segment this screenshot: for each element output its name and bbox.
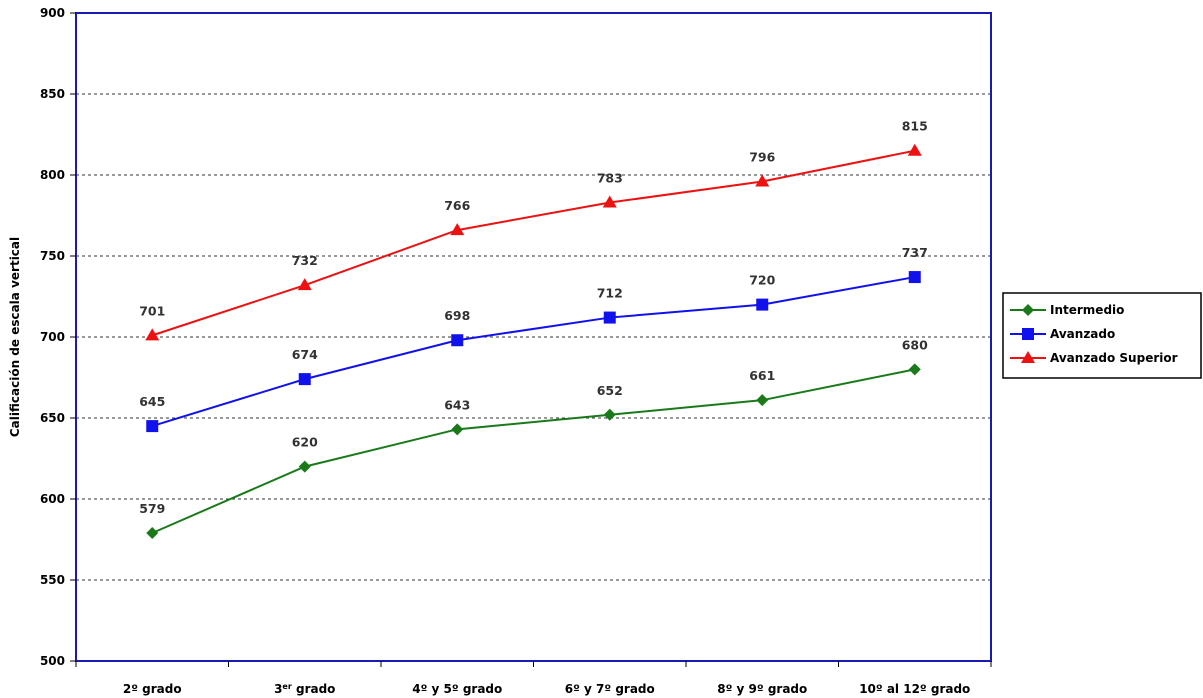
data-point-diamond	[603, 408, 616, 421]
data-point-square	[146, 420, 159, 433]
x-tick-label-text: 3	[274, 682, 282, 696]
y-axis: 500 550 600 650 700 750 800 850 900	[40, 6, 76, 668]
legend-item: Avanzado Superior	[1010, 351, 1178, 365]
data-point-square	[451, 334, 464, 347]
y-tick-label: 850	[40, 87, 65, 101]
x-tick-label-text: 6º y 7º grado	[565, 682, 655, 696]
data-label: 698	[444, 308, 470, 323]
y-tick-label: 550	[40, 573, 65, 587]
data-label: 796	[749, 149, 775, 164]
legend-label: Avanzado Superior	[1050, 351, 1178, 365]
x-tick-label: 3er grado	[274, 682, 335, 697]
y-tick-label: 700	[40, 330, 65, 344]
data-point-diamond	[298, 460, 311, 473]
series-2	[145, 143, 922, 341]
legend-item: Avanzado	[1010, 327, 1115, 341]
y-tick-label: 800	[40, 168, 65, 182]
series-1	[146, 271, 921, 433]
data-point-square	[908, 271, 921, 284]
data-point-diamond	[908, 363, 921, 376]
data-labels: 579 620 643 652 661 680 645 674 698 712 720 737 701 7…	[139, 119, 928, 516]
x-tick-label: 6º y 7º grado	[565, 682, 655, 696]
series-0	[146, 363, 921, 540]
legend: Intermedio Avanzado Avanzado Superior	[1002, 292, 1202, 379]
y-tick-label: 600	[40, 492, 65, 506]
data-point-square	[298, 373, 311, 386]
series-line	[151, 149, 915, 337]
data-point-triangle	[602, 195, 617, 208]
data-point-triangle	[450, 223, 465, 236]
data-label: 652	[597, 383, 623, 398]
data-point-triangle	[145, 328, 160, 341]
data-label: 720	[749, 273, 775, 288]
data-label: 712	[597, 286, 623, 301]
y-tick-label: 500	[40, 654, 65, 668]
data-label: 661	[749, 368, 775, 383]
data-label: 737	[902, 245, 928, 260]
data-point-diamond	[1022, 304, 1034, 316]
legend-box	[1002, 292, 1202, 379]
data-label: 579	[139, 501, 165, 516]
data-point-square	[603, 311, 616, 324]
x-tick-label-text: 10º al 12º grado	[859, 682, 970, 696]
data-label: 701	[139, 303, 165, 318]
legend-label: Intermedio	[1050, 303, 1124, 317]
x-tick-label-text: 4º y 5º grado	[412, 682, 502, 696]
series-line	[151, 368, 915, 534]
y-axis-title: Calificación de escala vertical	[8, 237, 22, 437]
x-tick-label-text: grado	[292, 682, 336, 696]
data-label: 815	[902, 119, 928, 134]
x-tick-label-text: 2º grado	[123, 682, 182, 696]
data-point-square	[756, 298, 769, 311]
data-label: 732	[292, 253, 318, 268]
data-label: 680	[902, 337, 928, 352]
data-label: 674	[292, 347, 318, 362]
series-line	[151, 276, 915, 428]
data-label: 643	[444, 397, 470, 412]
x-tick-label: 2º grado	[123, 682, 182, 696]
y-tick-label: 650	[40, 411, 65, 425]
data-point-triangle	[755, 174, 770, 187]
x-axis: 2º grado 3er grado 4º y 5º grado 6º y 7º gr…	[75, 661, 992, 697]
data-point-diamond	[146, 527, 159, 540]
x-tick-label: 10º al 12º grado	[859, 682, 970, 696]
data-point-triangle	[297, 278, 312, 291]
data-label: 783	[597, 171, 623, 186]
data-label: 645	[139, 394, 165, 409]
legend-label: Avanzado	[1050, 327, 1115, 341]
data-label: 620	[292, 435, 318, 450]
x-tick-label: 4º y 5º grado	[412, 682, 502, 696]
data-label: 766	[444, 198, 470, 213]
x-tick-label-superscript: er	[282, 682, 291, 691]
y-tick-label: 750	[40, 249, 65, 263]
y-tick-label: 900	[40, 6, 65, 20]
data-point-diamond	[756, 394, 769, 407]
data-point-square	[1022, 328, 1034, 340]
legend-item: Intermedio	[1010, 303, 1124, 317]
series	[145, 143, 922, 540]
x-tick-label: 8º y 9º grado	[717, 682, 807, 696]
data-point-triangle	[907, 143, 922, 156]
data-point-triangle	[1021, 351, 1035, 363]
data-point-diamond	[451, 423, 464, 436]
x-tick-label-text: 8º y 9º grado	[717, 682, 807, 696]
